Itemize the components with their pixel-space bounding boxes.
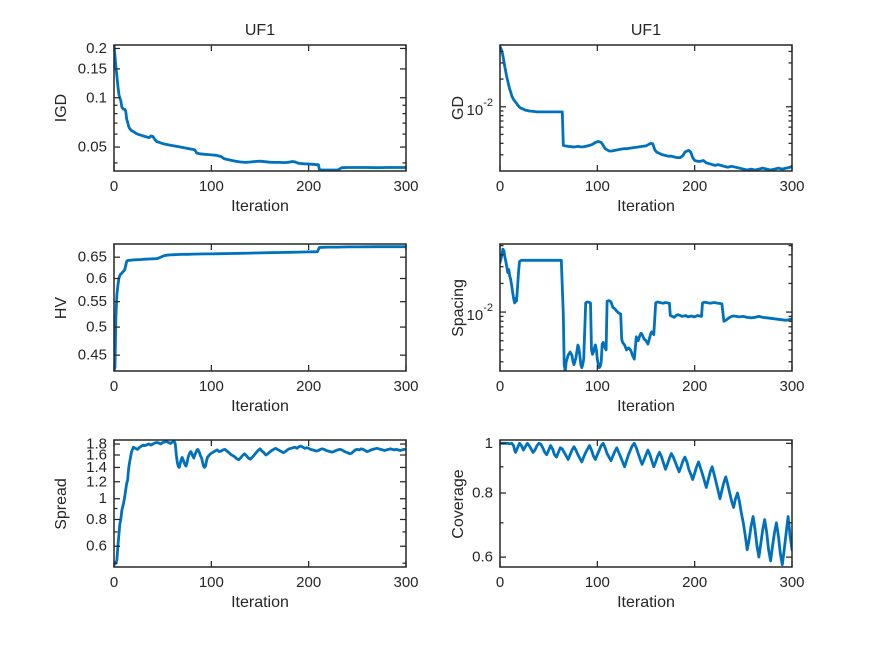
- svg-text:0.6: 0.6: [472, 549, 493, 566]
- svg-text:0.45: 0.45: [78, 347, 107, 364]
- svg-text:100: 100: [585, 574, 610, 591]
- svg-text:0.2: 0.2: [86, 40, 107, 57]
- svg-text:0.1: 0.1: [86, 89, 107, 106]
- igd-plot-area: 0 100 200 300 0.05 0.1 0.15 0.2: [78, 40, 419, 195]
- svg-text:200: 200: [682, 378, 707, 395]
- svg-text:0: 0: [496, 178, 504, 195]
- svg-text:1: 1: [485, 435, 493, 452]
- subplot-spread: Spread 0 100 200 300 0.6 0.8 1 1.2 1.4 1.6 1.8 Ite…: [39, 410, 421, 615]
- x-axis-label: Iteration: [231, 594, 289, 611]
- svg-text:0: 0: [110, 574, 118, 591]
- svg-text:300: 300: [779, 574, 804, 591]
- svg-text:0.6: 0.6: [86, 270, 107, 287]
- svg-text:0: 0: [496, 574, 504, 591]
- svg-text:200: 200: [296, 178, 321, 195]
- subplot-igd: UF1 IGD 0 100 200 300 0.05 0.1 0.15 0.2 Iterati…: [39, 15, 421, 219]
- svg-text:200: 200: [682, 574, 707, 591]
- spread-plot-area: 0 100 200 300 0.6 0.8 11.21.41.61.8: [86, 436, 418, 591]
- subplot-spacing: Spacing 0 100 200 300 10-2 Iteration: [425, 214, 807, 419]
- svg-text:100: 100: [585, 378, 610, 395]
- svg-text:1.4: 1.4: [86, 459, 107, 476]
- svg-text:300: 300: [393, 378, 418, 395]
- subplot-gd: UF1 GD 0 100 200 300 10-2 Iteration: [425, 15, 807, 219]
- x-axis-label: Iteration: [617, 198, 675, 215]
- svg-text:1: 1: [99, 490, 107, 507]
- svg-text:200: 200: [296, 378, 321, 395]
- x-axis-label: Iteration: [231, 198, 289, 215]
- svg-text:300: 300: [779, 178, 804, 195]
- plot-title: UF1: [630, 22, 662, 39]
- svg-text:0: 0: [496, 378, 504, 395]
- subplot-coverage: Coverage 0 100 200 300 0.6 0.8 1 Iteration: [425, 410, 807, 615]
- svg-text:0.05: 0.05: [78, 139, 107, 156]
- x-axis-label: Iteration: [617, 398, 675, 415]
- svg-text:0: 0: [110, 378, 118, 395]
- svg-text:300: 300: [393, 574, 418, 591]
- svg-text:300: 300: [393, 178, 418, 195]
- subplot-hv: HV 0 100 200 300 0.45 0.5 0.55 0.6 0.65 Iteratio…: [39, 214, 421, 419]
- plot-title: UF1: [244, 22, 276, 39]
- svg-text:0.55: 0.55: [78, 293, 107, 310]
- svg-text:10-2: 10-2: [467, 97, 493, 119]
- svg-text:0.5: 0.5: [86, 319, 107, 336]
- spacing-plot-area: 0 100 200 300 10-2: [467, 243, 805, 395]
- svg-text:1.2: 1.2: [86, 473, 107, 490]
- svg-text:100: 100: [199, 378, 224, 395]
- svg-text:10-2: 10-2: [467, 302, 493, 324]
- svg-text:1.8: 1.8: [86, 436, 107, 453]
- svg-text:100: 100: [199, 574, 224, 591]
- svg-text:0: 0: [110, 178, 118, 195]
- svg-text:100: 100: [199, 178, 224, 195]
- svg-text:0.6: 0.6: [86, 538, 107, 555]
- svg-text:300: 300: [779, 378, 804, 395]
- hv-plot-area: 0 100 200 300 0.45 0.5 0.55 0.6 0.65: [78, 243, 419, 395]
- coverage-plot-area: 0 100 200 300 0.6 0.8 1: [472, 435, 804, 591]
- svg-text:1.6: 1.6: [86, 447, 107, 464]
- svg-text:0.65: 0.65: [78, 249, 107, 266]
- svg-text:0.8: 0.8: [86, 511, 107, 528]
- gd-plot-area: 0 100 200 300 10-2: [467, 44, 805, 195]
- svg-text:100: 100: [585, 178, 610, 195]
- svg-text:0.8: 0.8: [472, 485, 493, 502]
- x-axis-label: Iteration: [231, 398, 289, 415]
- svg-text:200: 200: [296, 574, 321, 591]
- x-axis-label: Iteration: [617, 594, 675, 611]
- svg-text:0.15: 0.15: [78, 60, 107, 77]
- svg-text:200: 200: [682, 178, 707, 195]
